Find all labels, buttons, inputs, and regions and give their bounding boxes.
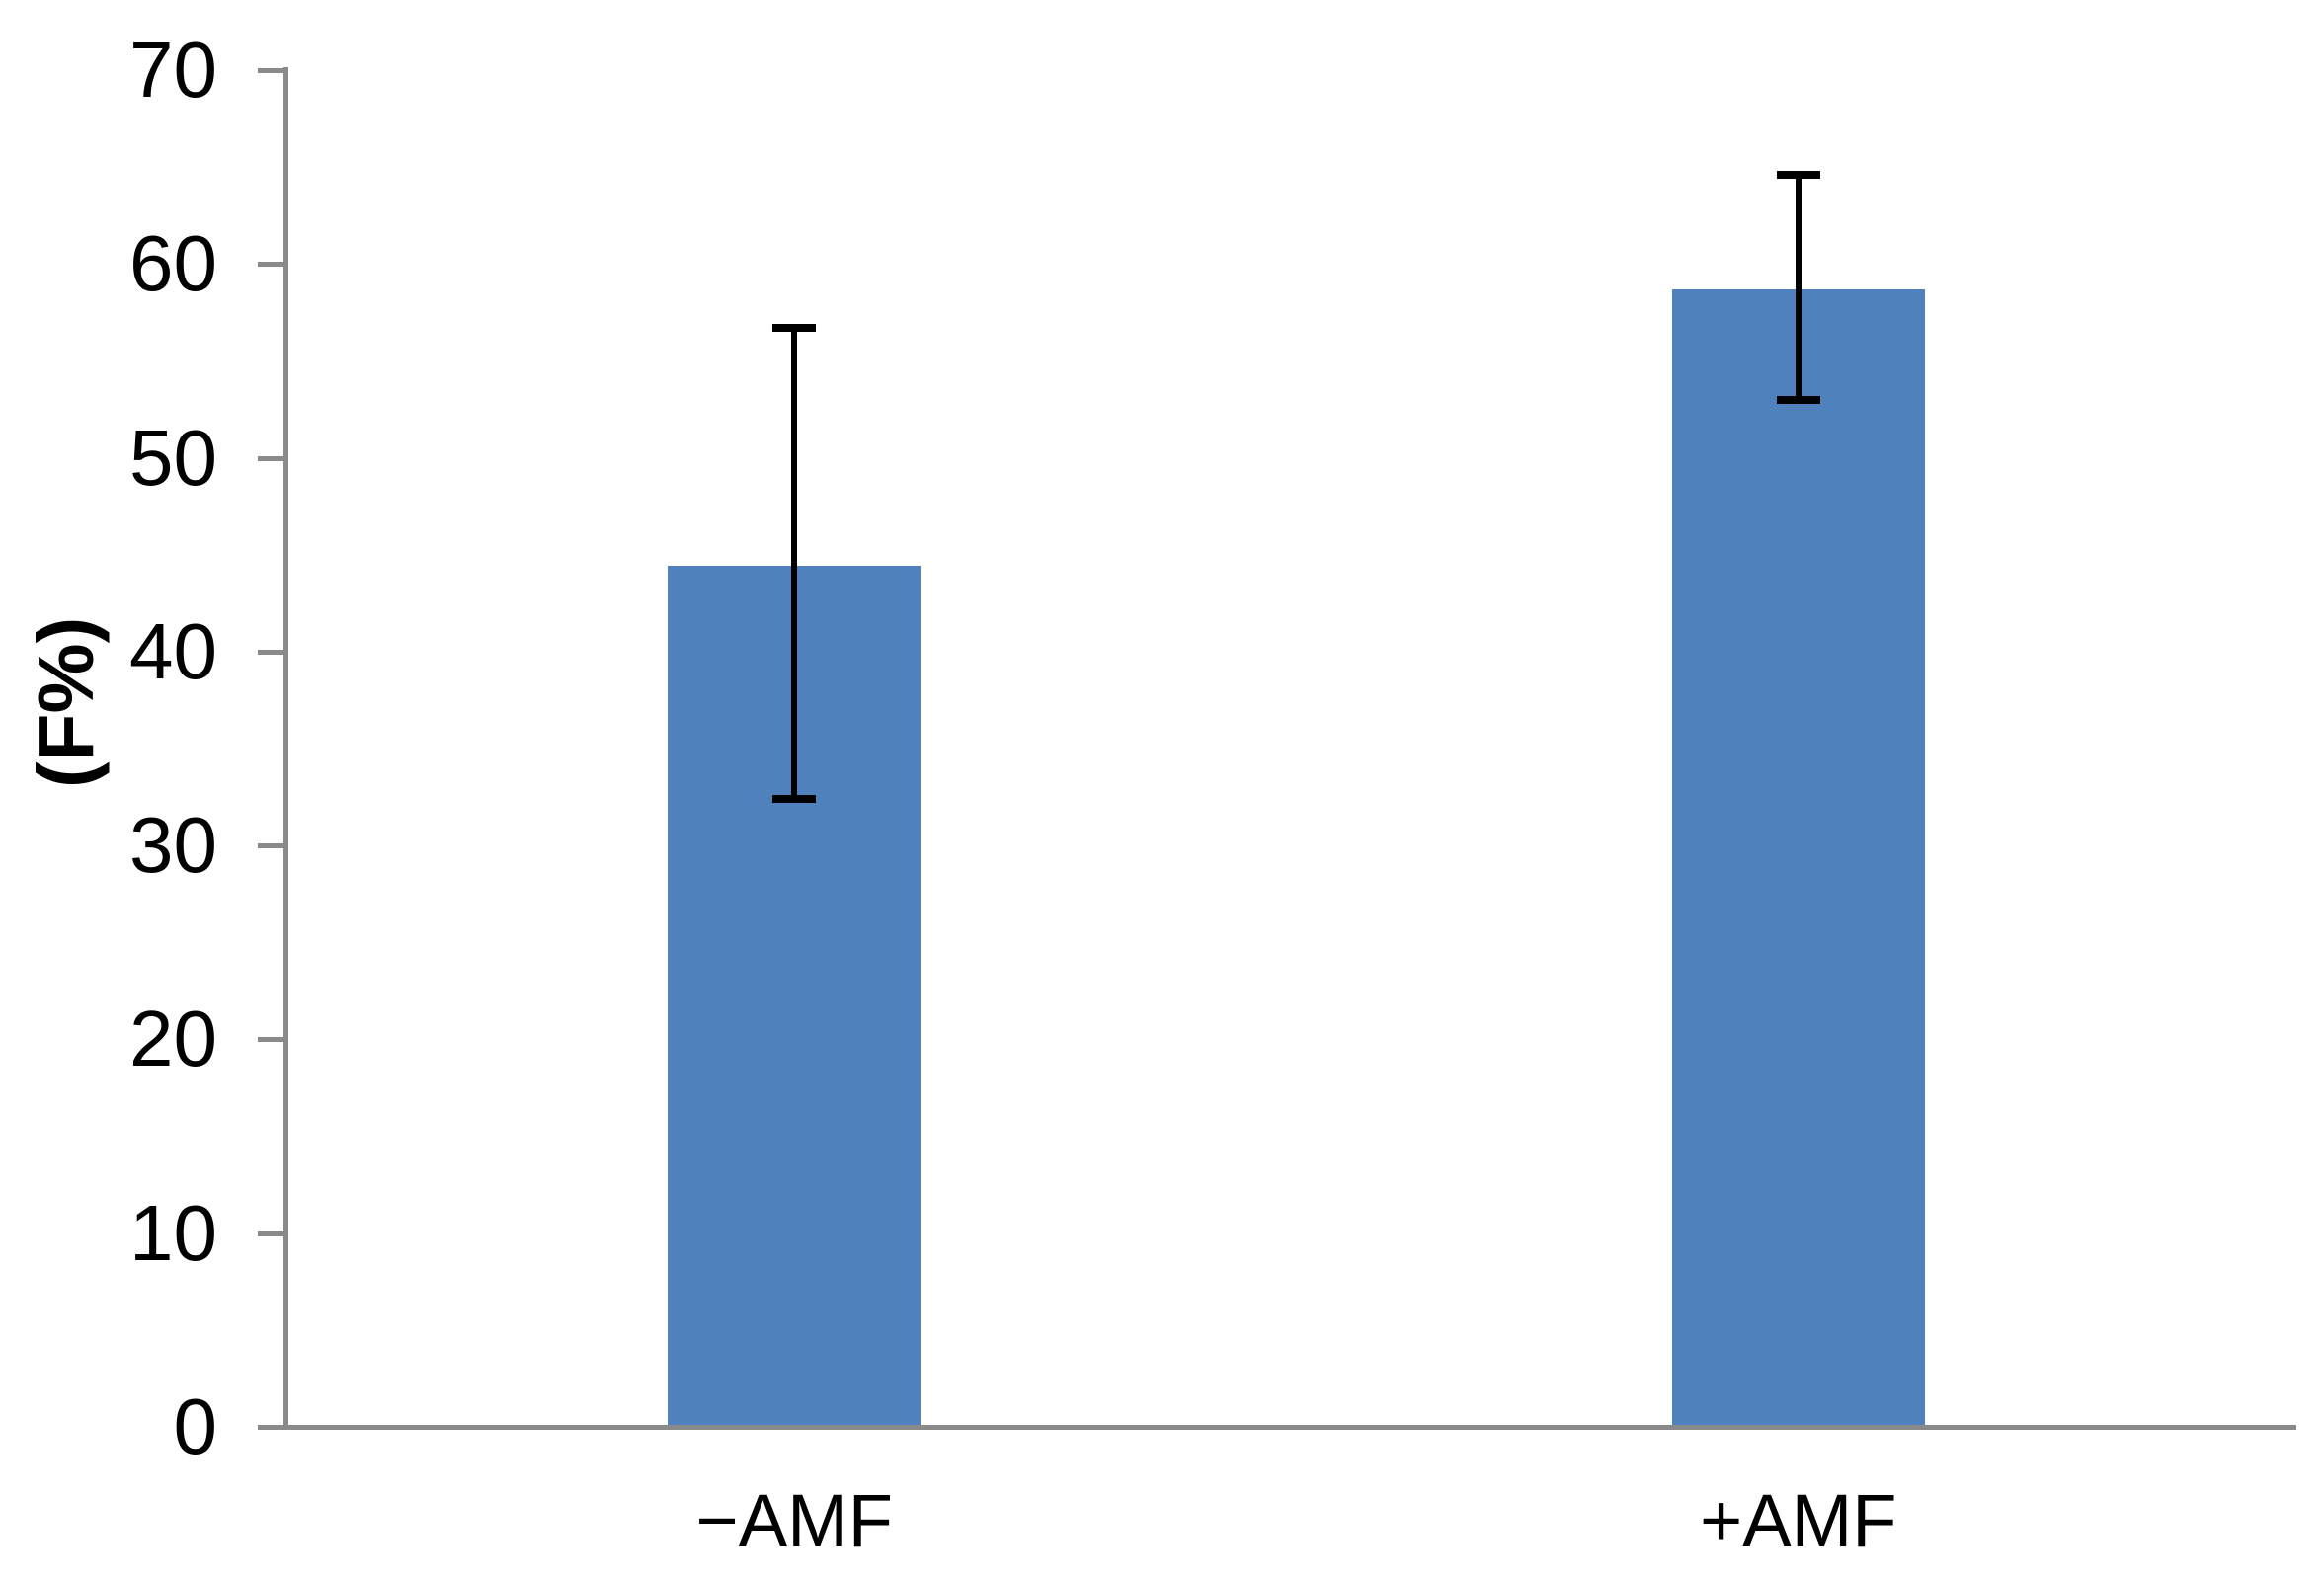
y-tick-label: 60 [129,219,217,308]
y-tick-mark [258,455,283,461]
y-tick-mark [258,1425,283,1430]
y-tick-mark [258,843,283,849]
y-tick-label: 70 [129,26,217,114]
y-axis-line [283,67,288,1430]
y-tick-mark [258,1230,283,1236]
x-axis-line [283,1425,2296,1430]
y-tick-label: 30 [129,801,217,890]
y-tick-mark [258,262,283,268]
y-axis-title: (F%) [22,616,110,788]
error-bar-top-cap [772,324,817,333]
error-bar-bottom-cap [1776,395,1820,404]
bar-plus-amf [1671,288,1925,1427]
error-bar-bottom-cap [772,795,817,804]
x-category-label: −AMF [695,1479,893,1561]
y-tick-label: 0 [173,1383,218,1470]
y-tick-mark [258,1037,283,1043]
y-tick-mark [258,649,283,655]
y-tick-label: 10 [129,1188,217,1277]
y-tick-label: 40 [129,606,217,695]
error-bar-line [1795,174,1802,400]
y-tick-label: 20 [129,994,217,1083]
y-tick-mark [258,68,283,73]
error-bar-line [791,328,798,800]
x-category-label: +AMF [1700,1479,1897,1561]
y-tick-label: 50 [129,413,217,502]
error-bar-top-cap [1776,170,1820,179]
